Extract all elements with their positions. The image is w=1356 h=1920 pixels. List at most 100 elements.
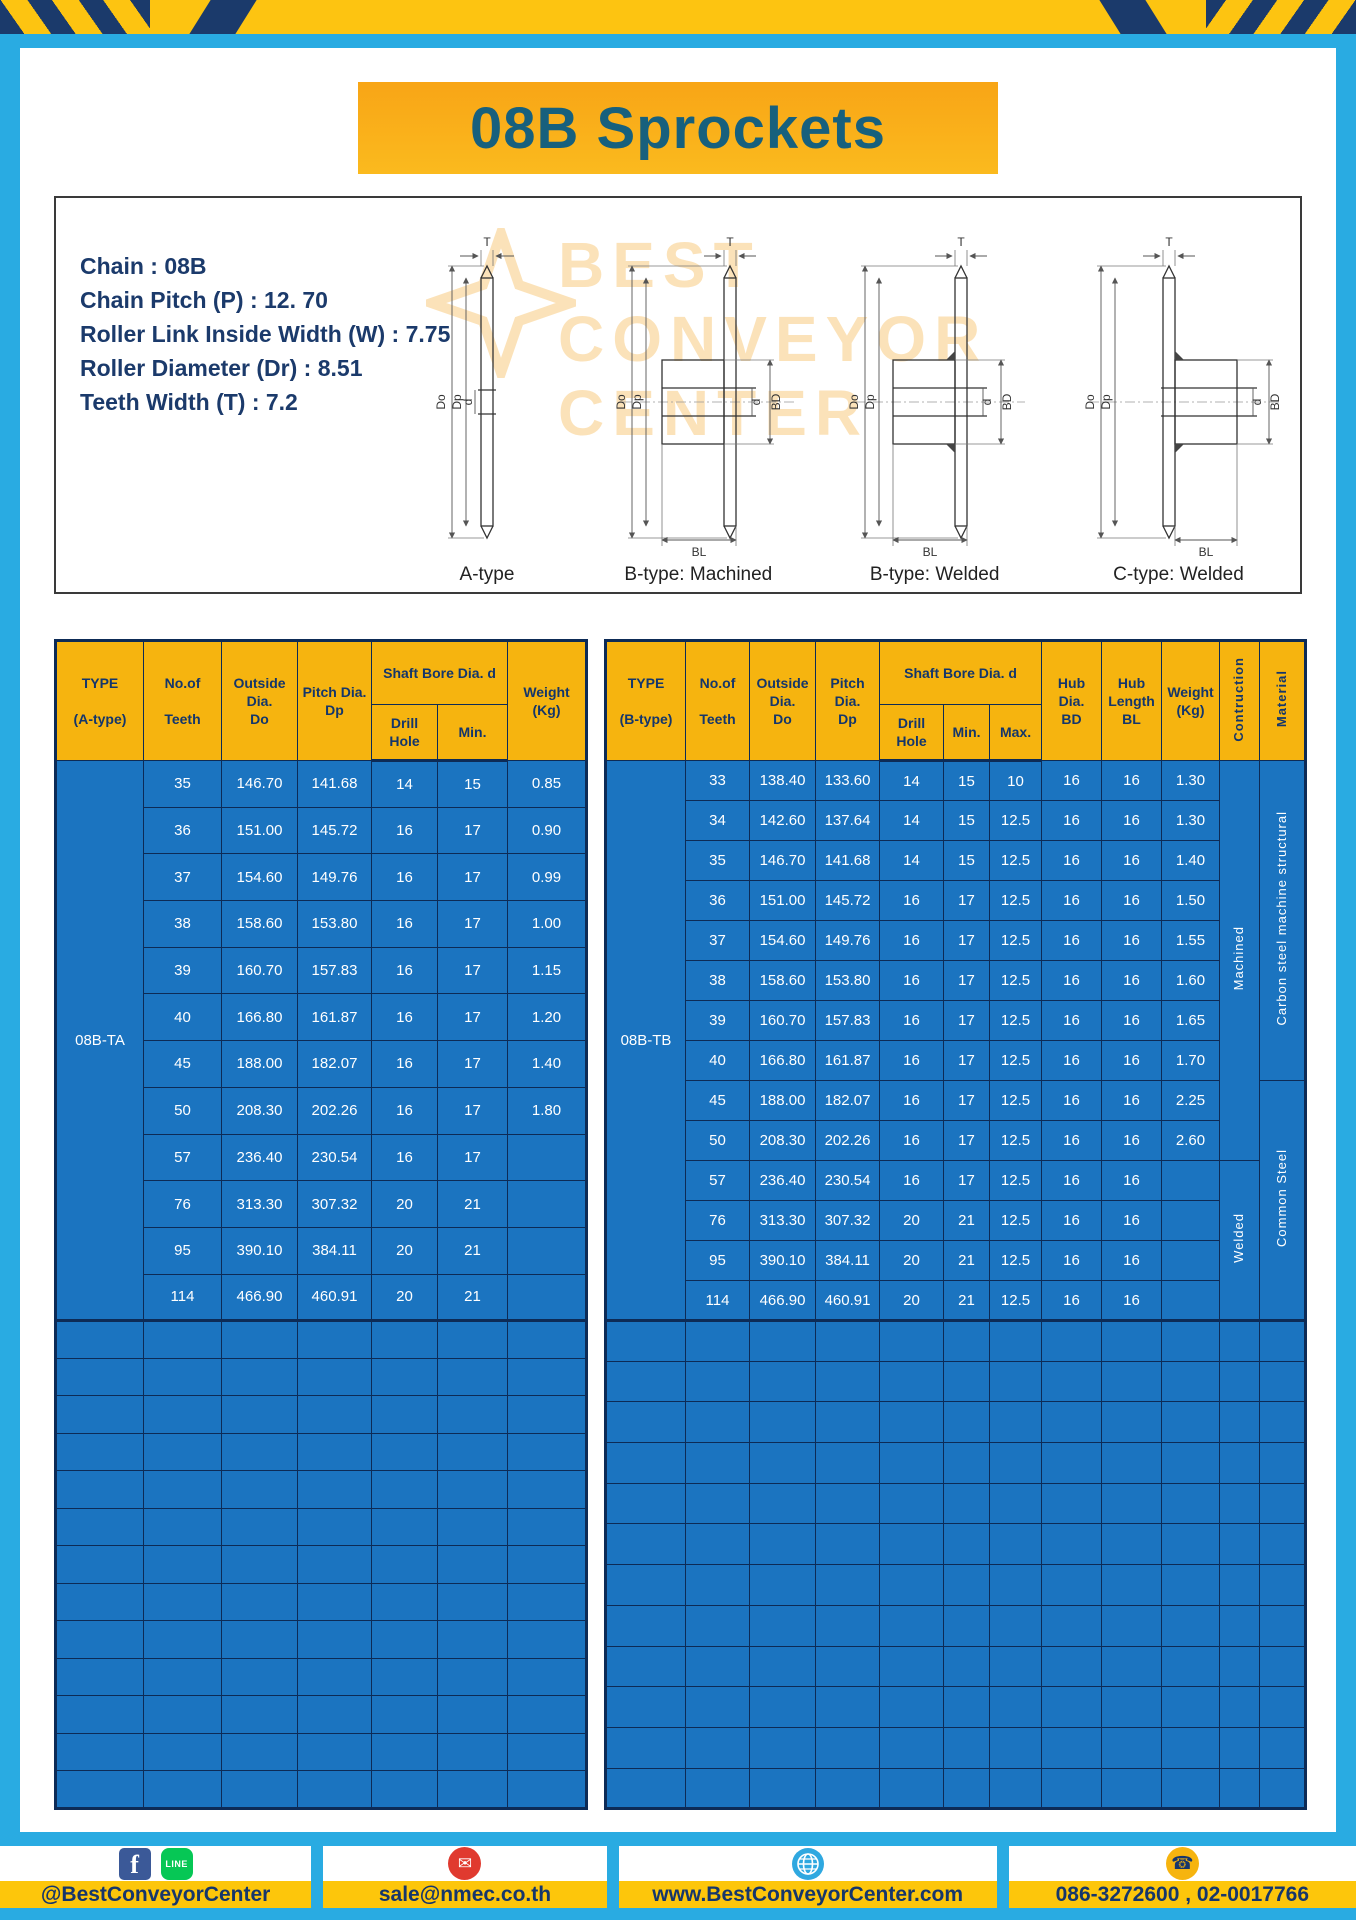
empty-cell <box>143 1432 222 1472</box>
table-cell: 12.5 <box>989 1280 1043 1321</box>
empty-cell <box>815 1726 881 1769</box>
empty-cell <box>371 1770 438 1809</box>
table-empty-row <box>605 1767 1307 1810</box>
empty-cell <box>1041 1564 1103 1606</box>
empty-cell <box>1161 1319 1221 1362</box>
table-cell: 145.72 <box>815 880 881 921</box>
footer: f LINE @BestConveyorCenter ✉ sale@nmec.c… <box>0 1846 1356 1908</box>
header-teeth: No.of Teeth <box>685 640 751 761</box>
empty-cell <box>1041 1523 1103 1566</box>
table-cell: 16 <box>371 1086 438 1135</box>
table-cell: 16 <box>1101 1120 1163 1161</box>
table-cell: 208.30 <box>221 1086 298 1135</box>
table-cell <box>507 1226 588 1275</box>
empty-cell <box>879 1319 945 1362</box>
empty-cell <box>685 1482 751 1525</box>
table-cell: 146.70 <box>749 840 817 881</box>
empty-cell <box>1219 1564 1261 1606</box>
table-cell: 34 <box>685 800 751 841</box>
table-cell: 133.60 <box>815 760 881 801</box>
empty-cell <box>1219 1360 1261 1403</box>
empty-cell <box>436 1357 509 1397</box>
table-cell: 390.10 <box>749 1240 817 1281</box>
email-icon[interactable]: ✉ <box>448 1847 482 1880</box>
hazard-accent-left <box>189 0 257 34</box>
table-row: 38 158.60 153.80 16 17 1.00 <box>56 900 588 948</box>
table-cell: 16 <box>879 1040 945 1081</box>
table-cell <box>1161 1280 1221 1321</box>
empty-cell <box>507 1732 588 1772</box>
table-cell: 1.70 <box>1161 1040 1221 1081</box>
empty-cell <box>685 1686 751 1728</box>
table-cell: 95 <box>685 1240 751 1281</box>
table-cell: 2.25 <box>1161 1080 1221 1121</box>
empty-cell <box>685 1726 751 1769</box>
empty-cell <box>55 1432 144 1472</box>
table-cell: 16 <box>1041 960 1103 1001</box>
hazard-accent-right <box>1099 0 1167 34</box>
figure-b-welded: T Do <box>835 232 1035 586</box>
globe-icon[interactable] <box>791 1847 825 1881</box>
empty-cell <box>815 1360 881 1403</box>
table-cell: 202.26 <box>297 1086 372 1135</box>
table-cell: 14 <box>371 760 438 808</box>
line-icon[interactable]: LINE <box>160 1847 193 1880</box>
dim-dp-label: Dp <box>1099 394 1113 410</box>
table-empty-row <box>55 1319 588 1359</box>
empty-cell <box>1041 1360 1103 1403</box>
empty-cell <box>143 1620 222 1659</box>
table-cell: 2.60 <box>1161 1120 1221 1161</box>
phone-numbers-link[interactable]: 086-3272600 , 02-0017766 <box>1008 1881 1356 1908</box>
table-cell: 20 <box>371 1273 438 1322</box>
empty-cell <box>989 1319 1043 1362</box>
empty-cell <box>1041 1686 1103 1728</box>
header-type-b: TYPE (B-type) <box>605 640 687 761</box>
table-cell: 16 <box>879 1120 945 1161</box>
title-banner: 08B Sprockets <box>358 82 998 174</box>
header-weight: Weight (Kg) <box>507 640 588 761</box>
empty-cell <box>943 1319 991 1362</box>
empty-cell <box>1101 1442 1163 1484</box>
empty-cell <box>685 1767 751 1810</box>
empty-cell <box>1219 1645 1261 1688</box>
table-cell: 16 <box>1041 1080 1103 1121</box>
facebook-icon[interactable]: f <box>118 1847 151 1880</box>
empty-cell <box>685 1564 751 1606</box>
table-row: 95 390.10 384.11 20 21 12.5 16 16 <box>606 1240 1306 1281</box>
table-empty-row <box>55 1395 588 1434</box>
empty-cell <box>55 1620 144 1659</box>
empty-cell <box>1259 1604 1307 1647</box>
table-cell: 1.00 <box>507 900 588 948</box>
empty-cell <box>605 1442 687 1484</box>
empty-cell <box>1259 1767 1307 1810</box>
table-cell: 76 <box>143 1180 222 1228</box>
table-cell: 14 <box>879 840 945 881</box>
table-cell: 17 <box>436 1086 509 1135</box>
empty-cell <box>297 1732 372 1772</box>
table-cell: 50 <box>685 1120 751 1161</box>
table-cell: 17 <box>943 960 991 1001</box>
website-link[interactable]: www.BestConveyorCenter.com <box>618 1881 997 1908</box>
email-link[interactable]: sale@nmec.co.th <box>323 1881 607 1908</box>
phone-icon[interactable]: ☎ <box>1165 1847 1199 1880</box>
table-row: 95 390.10 384.11 20 21 <box>56 1226 588 1275</box>
table-cell: 16 <box>1041 1040 1103 1081</box>
social-handle-link[interactable]: @BestConveyorCenter <box>0 1881 312 1908</box>
empty-cell <box>371 1432 438 1472</box>
empty-cell <box>1041 1401 1103 1444</box>
empty-cell <box>55 1357 144 1397</box>
table-empty-row <box>605 1442 1307 1484</box>
table-cell: 20 <box>371 1180 438 1228</box>
sprocket-drawings: T Do Dp <box>412 210 1286 586</box>
empty-cell <box>55 1657 144 1697</box>
table-row: 76 313.30 307.32 20 21 12.5 16 16 <box>606 1200 1306 1241</box>
figure-label-c-welded: C-type: Welded <box>1113 564 1244 585</box>
empty-cell <box>371 1470 438 1509</box>
table-cell: 16 <box>1101 800 1163 841</box>
table-cell: 16 <box>1041 1120 1103 1161</box>
table-cell: 17 <box>436 946 509 995</box>
empty-cell <box>1259 1401 1307 1444</box>
empty-cell <box>1101 1523 1163 1566</box>
empty-cell <box>436 1620 509 1659</box>
table-cell: 16 <box>371 853 438 902</box>
